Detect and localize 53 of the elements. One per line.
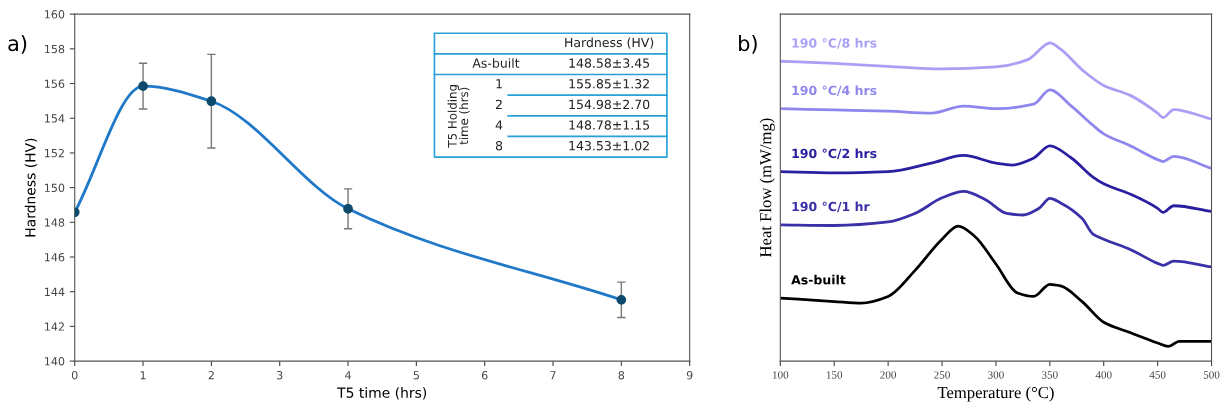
x-axis-title: Temperature (°C) <box>937 386 1054 402</box>
y-tick-label: 142 <box>45 322 64 331</box>
x-tick-label: 8 <box>618 371 625 380</box>
x-tick-label: 400 <box>1095 371 1112 379</box>
annotation: 155.85±1.32 <box>569 79 649 89</box>
series-label: 190 °C/1 hr <box>792 201 870 213</box>
y-tick-label: 144 <box>45 287 65 296</box>
x-tick-label: 4 <box>345 371 351 380</box>
x-tick-label: 200 <box>880 371 897 379</box>
y-tick-label: 152 <box>45 148 64 158</box>
x-tick-label: 450 <box>1149 371 1166 379</box>
annotation: 148.58±3.45 <box>569 58 650 68</box>
annotation: 2 <box>495 99 502 109</box>
annotation: 143.53±1.02 <box>569 140 649 151</box>
x-tick-label: 0 <box>71 371 78 380</box>
annotation: T5 Holding time (hrs) <box>447 85 470 148</box>
x-tick-label: 500 <box>1203 371 1220 379</box>
annotation: As-built <box>472 58 520 68</box>
chart-title: b) <box>739 35 757 54</box>
annotation: 4 <box>495 120 503 130</box>
series-label: 190 °C/2 hrs <box>792 148 877 160</box>
y-tick-label: 154 <box>45 114 65 123</box>
annotation: 148.78±1.15 <box>569 120 650 130</box>
x-tick-label: 100 <box>772 371 789 379</box>
annotation: 8 <box>495 140 503 151</box>
x-tick-label: 7 <box>550 371 556 380</box>
y-tick-label: 160 <box>45 10 65 19</box>
y-tick-label: 158 <box>45 44 65 54</box>
y-tick-label: 146 <box>45 252 65 262</box>
x-tick-label: 150 <box>826 371 843 379</box>
x-tick-label: 350 <box>1042 371 1058 379</box>
x-tick-label: 300 <box>988 371 1004 379</box>
y-tick-label: 150 <box>45 183 65 192</box>
text: a) <box>8 35 27 54</box>
annotation: Hardness (HV) <box>565 37 654 49</box>
x-axis-title: T5 time (hrs) <box>337 387 427 400</box>
annotation: 1 <box>496 79 502 89</box>
x-tick-label: 250 <box>934 371 950 379</box>
series-label: 190 °C/4 hrs <box>792 85 877 97</box>
annotation: 154.98±2.70 <box>569 99 650 110</box>
x-tick-label: 1 <box>140 371 146 380</box>
x-tick-label: 9 <box>686 371 693 380</box>
x-tick-label: 3 <box>277 371 283 380</box>
y-tick-label: 140 <box>45 357 65 366</box>
series-label: As-built <box>791 274 846 285</box>
x-tick-label: 2 <box>208 371 214 380</box>
x-tick-label: 6 <box>481 371 488 380</box>
y-tick-label: 156 <box>45 79 65 88</box>
series-label: 190 °C/8 hrs <box>792 38 877 49</box>
x-tick-label: 5 <box>413 371 419 380</box>
y-axis-title: Hardness (HV) <box>24 138 38 237</box>
y-tick-label: 148 <box>45 218 65 227</box>
y-axis-title: Heat Flow (mW/mg) <box>759 118 775 258</box>
